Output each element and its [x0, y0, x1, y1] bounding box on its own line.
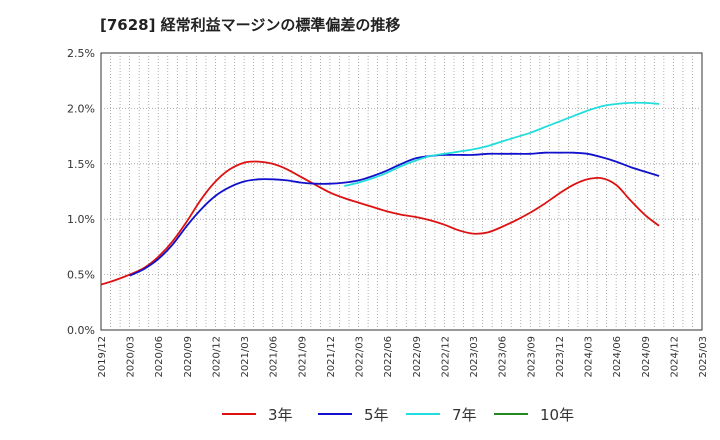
x-tick-label: 2023/03 [469, 336, 480, 378]
y-tick-label: 0.0% [67, 324, 95, 337]
y-tick-label: 2.0% [67, 102, 95, 115]
x-tick-label: 2024/12 [669, 336, 680, 378]
y-tick-label: 2.5% [67, 47, 95, 60]
legend-swatch-7y [406, 413, 440, 415]
x-tick-label: 2021/03 [240, 336, 251, 378]
x-tick-label: 2021/09 [297, 336, 308, 378]
x-tick-label: 2019/12 [97, 336, 108, 378]
legend-swatch-10y [494, 413, 528, 415]
legend-label-3y: 3年 [268, 405, 293, 424]
x-tick-label: 2024/06 [612, 336, 623, 378]
legend-item-5y: 5年 [318, 400, 389, 428]
series-line-2 [129, 151, 660, 277]
x-tick-label: 2024/03 [584, 336, 595, 378]
x-tick-label: 2020/12 [211, 336, 222, 378]
legend-label-5y: 5年 [364, 405, 389, 424]
y-tick-label: 1.5% [67, 158, 95, 171]
series-line-1 [100, 160, 660, 286]
legend-item-3y: 3年 [222, 400, 293, 428]
legend-label-10y: 10年 [540, 405, 575, 424]
legend: 3年 5年 7年 10年 [0, 400, 720, 428]
x-tick-label: 2022/06 [383, 336, 394, 378]
x-tick-label: 2025/03 [698, 336, 709, 378]
x-tick-label: 2020/06 [154, 336, 165, 378]
series-line-3 [344, 101, 660, 187]
legend-item-7y: 7年 [406, 400, 477, 428]
legend-item-10y: 10年 [494, 400, 574, 428]
x-tick-label: 2024/09 [641, 336, 652, 378]
x-tick-label: 2022/03 [355, 336, 366, 378]
x-tick-label: 2021/12 [326, 336, 337, 378]
x-tick-label: 2023/06 [498, 336, 509, 378]
x-tick-label: 2020/09 [183, 336, 194, 378]
legend-label-7y: 7年 [452, 405, 477, 424]
y-tick-label: 0.5% [67, 269, 95, 282]
y-tick-label: 1.0% [67, 213, 95, 226]
x-tick-label: 2023/12 [555, 336, 566, 378]
plot-area [100, 52, 703, 331]
x-tick-label: 2022/09 [412, 336, 423, 378]
legend-swatch-3y [222, 413, 256, 415]
x-tick-label: 2022/12 [440, 336, 451, 378]
chart-title: [7628] 経常利益マージンの標準偏差の推移 [100, 16, 401, 34]
x-tick-label: 2020/03 [126, 336, 137, 378]
legend-swatch-5y [318, 413, 352, 415]
x-tick-label: 2023/09 [526, 336, 537, 378]
x-tick-label: 2021/06 [269, 336, 280, 378]
